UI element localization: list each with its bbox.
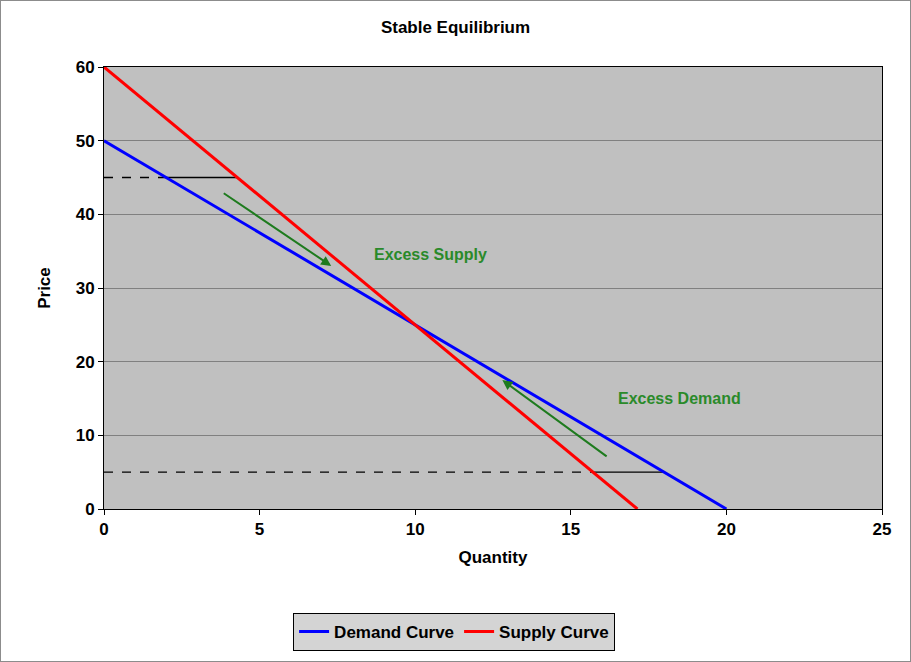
svg-text:Excess Demand: Excess Demand [618, 390, 741, 407]
svg-text:5: 5 [255, 520, 264, 539]
svg-text:50: 50 [76, 132, 95, 151]
svg-text:60: 60 [76, 58, 95, 77]
svg-text:30: 30 [76, 279, 95, 298]
svg-text:15: 15 [561, 520, 580, 539]
svg-text:Supply Curve: Supply Curve [499, 623, 609, 642]
svg-text:25: 25 [873, 520, 892, 539]
svg-text:10: 10 [76, 426, 95, 445]
svg-text:10: 10 [406, 520, 425, 539]
svg-text:40: 40 [76, 205, 95, 224]
svg-text:0: 0 [99, 520, 108, 539]
svg-text:Price: Price [35, 267, 54, 309]
svg-text:Excess Supply: Excess Supply [374, 246, 487, 263]
svg-text:20: 20 [76, 353, 95, 372]
svg-text:Demand Curve: Demand Curve [334, 623, 454, 642]
svg-text:20: 20 [717, 520, 736, 539]
svg-text:0: 0 [85, 500, 94, 519]
svg-text:Stable Equilibrium: Stable Equilibrium [381, 18, 530, 37]
svg-text:Quantity: Quantity [459, 548, 528, 567]
